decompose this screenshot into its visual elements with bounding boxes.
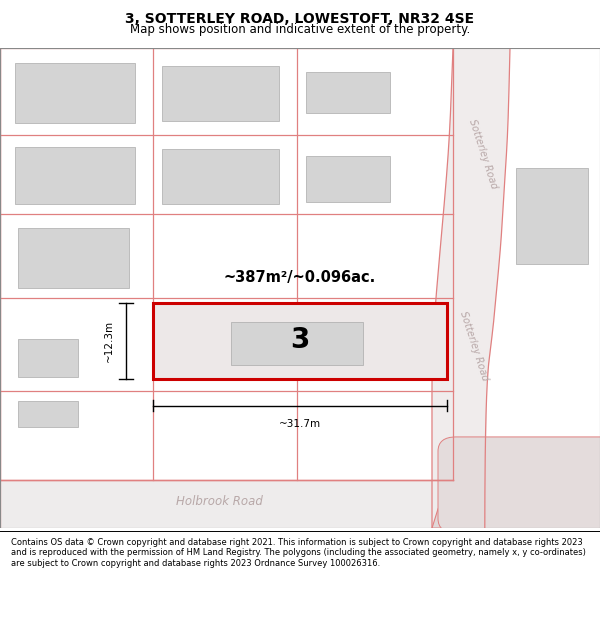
Text: ~387m²/~0.096ac.: ~387m²/~0.096ac. bbox=[224, 269, 376, 284]
Bar bbox=[18, 339, 78, 377]
Polygon shape bbox=[432, 478, 485, 528]
Text: ~12.3m: ~12.3m bbox=[104, 321, 114, 362]
Bar bbox=[15, 146, 135, 204]
Bar bbox=[162, 149, 279, 204]
Bar bbox=[153, 304, 447, 379]
Bar bbox=[231, 322, 363, 365]
FancyBboxPatch shape bbox=[438, 437, 600, 533]
Bar bbox=[0, 480, 453, 528]
Polygon shape bbox=[432, 48, 510, 528]
Text: 3, SOTTERLEY ROAD, LOWESTOFT, NR32 4SE: 3, SOTTERLEY ROAD, LOWESTOFT, NR32 4SE bbox=[125, 12, 475, 26]
Text: Contains OS data © Crown copyright and database right 2021. This information is : Contains OS data © Crown copyright and d… bbox=[11, 538, 586, 568]
Bar bbox=[516, 168, 588, 264]
Text: Sotterley Road: Sotterley Road bbox=[458, 309, 490, 382]
Text: ~31.7m: ~31.7m bbox=[279, 419, 321, 429]
Text: Holbrook Road: Holbrook Road bbox=[176, 495, 262, 508]
Bar bbox=[18, 401, 78, 428]
Text: Map shows position and indicative extent of the property.: Map shows position and indicative extent… bbox=[130, 23, 470, 36]
Bar bbox=[306, 72, 390, 113]
Bar bbox=[18, 228, 129, 288]
Bar bbox=[162, 66, 279, 121]
Bar bbox=[15, 62, 135, 122]
Bar bbox=[306, 156, 390, 202]
Text: 3: 3 bbox=[290, 326, 310, 354]
Text: Sotterley Road: Sotterley Road bbox=[467, 118, 499, 190]
